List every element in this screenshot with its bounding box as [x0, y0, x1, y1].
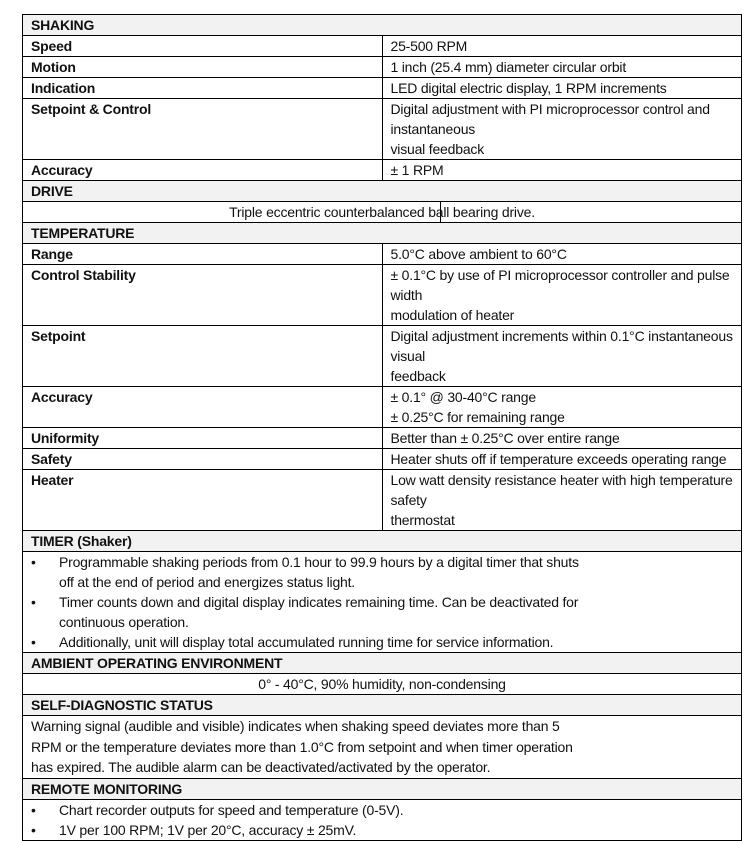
- text-line: visual feedback: [390, 141, 485, 157]
- text-line: off at the end of period and energizes s…: [59, 574, 355, 590]
- text-line: Heater shuts off if temperature exceeds …: [390, 451, 727, 467]
- spec-value: ± 1 RPM: [381, 159, 742, 181]
- table-row: Accuracy ± 0.1° @ 30-40°C range ± 0.25°C f…: [22, 386, 742, 428]
- spec-label: Range: [22, 243, 383, 265]
- text-line: thermostat: [390, 512, 455, 528]
- table-row: DRIVE: [22, 180, 742, 202]
- shaking-header: SHAKING: [22, 14, 742, 36]
- text-line: 1 inch (25.4 mm) diameter circular orbit: [390, 59, 627, 75]
- spec-value: LED digital electric display, 1 RPM incr…: [381, 77, 742, 99]
- table-row: Accuracy ± 1 RPM: [22, 159, 742, 181]
- table-row: TIMER (Shaker): [22, 530, 742, 552]
- spec-label: Heater: [22, 469, 383, 531]
- text-line: 25-500 RPM: [390, 38, 468, 54]
- text-line: 5.0°C above ambient to 60°C: [390, 246, 567, 262]
- table-row: Warning signal (audible and visible) ind…: [22, 715, 742, 779]
- text-line: has expired. The audible alarm can be de…: [31, 759, 491, 775]
- timer-header: TIMER (Shaker): [22, 530, 742, 552]
- table-row: Setpoint Digital adjustment increments wi…: [22, 325, 742, 387]
- spec-value: Heater shuts off if temperature exceeds …: [381, 448, 742, 470]
- table-row: Uniformity Better than ± 0.25°C over enti…: [22, 427, 742, 449]
- remote-header: REMOTE MONITORING: [22, 777, 742, 800]
- text-line: Warning signal (audible and visible) ind…: [31, 718, 560, 734]
- ambient-header: AMBIENT OPERATING ENVIRONMENT: [22, 652, 742, 674]
- text-line: Chart recorder outputs for speed and tem…: [59, 801, 404, 818]
- drive-description: Triple eccentric counterbalanced ball be…: [229, 204, 535, 220]
- spec-label: Control Stability: [22, 264, 383, 326]
- table-row: Heater Low watt density resistance heater…: [22, 469, 742, 531]
- text-line: 1V per 100 RPM; 1V per 20°C, accuracy ± …: [59, 821, 357, 838]
- text-line: Additionally, unit will display total ac…: [59, 634, 554, 650]
- table-row: Chart recorder outputs for speed and tem…: [22, 798, 742, 841]
- spec-value: Digital adjustment with PI microprocesso…: [381, 98, 742, 160]
- spec-label: Uniformity: [22, 427, 383, 449]
- spec-label: Accuracy: [22, 159, 383, 181]
- table-row: TEMPERATURE: [22, 222, 742, 244]
- temperature-header: TEMPERATURE: [22, 222, 742, 244]
- table-row: REMOTE MONITORING: [22, 777, 742, 800]
- text-line: Digital adjustment increments within 0.1…: [390, 328, 733, 364]
- spec-value: ± 0.1°C by use of PI microprocessor cont…: [381, 264, 742, 326]
- text-line: Digital adjustment with PI microprocesso…: [390, 101, 711, 137]
- table-row: Range 5.0°C above ambient to 60°C: [22, 243, 742, 265]
- table-row: SHAKING: [22, 14, 742, 36]
- diagnostic-text: Warning signal (audible and visible) ind…: [22, 715, 742, 779]
- table-row: Speed 25-500 RPM: [22, 35, 742, 57]
- spec-table: SHAKING Speed 25-500 RPM Motion 1 inch (25.4…: [22, 14, 742, 841]
- bullet-list-cell: Chart recorder outputs for speed and tem…: [22, 798, 742, 841]
- text-line: ± 0.1° @ 30-40°C range: [390, 389, 537, 405]
- spec-value: Better than ± 0.25°C over entire range: [381, 427, 742, 449]
- table-row: 0° - 40°C, 90% humidity, non-condensing: [22, 673, 742, 695]
- spec-value: Low watt density resistance heater with …: [381, 469, 742, 531]
- list-item: Timer counts down and digital display in…: [31, 592, 733, 632]
- text-line: ± 0.1°C by use of PI microprocessor cont…: [390, 267, 730, 303]
- table-row: Indication LED digital electric display, …: [22, 77, 742, 99]
- ambient-text: 0° - 40°C, 90% humidity, non-condensing: [22, 673, 742, 695]
- bullet-list: Programmable shaking periods from 0.1 ho…: [31, 552, 733, 652]
- spec-value: 25-500 RPM: [381, 35, 742, 57]
- table-row: Triple eccentric counterbalanced ball be…: [22, 201, 742, 223]
- spec-label: Indication: [22, 77, 383, 99]
- list-item: Additionally, unit will display total ac…: [31, 632, 733, 652]
- text-line: Low watt density resistance heater with …: [390, 472, 733, 508]
- table-row: AMBIENT OPERATING ENVIRONMENT: [22, 652, 742, 674]
- drive-header: DRIVE: [22, 180, 742, 202]
- text-line: feedback: [390, 368, 446, 384]
- spec-label: Setpoint: [22, 325, 383, 387]
- text-line: Timer counts down and digital display in…: [59, 594, 579, 610]
- spec-label: Speed: [22, 35, 383, 57]
- table-row: SELF-DIAGNOSTIC STATUS: [22, 694, 742, 716]
- list-item: Programmable shaking periods from 0.1 ho…: [31, 552, 733, 592]
- table-row: Safety Heater shuts off if temperature ex…: [22, 448, 742, 470]
- spec-value: Digital adjustment increments within 0.1…: [381, 325, 742, 387]
- drive-text: Triple eccentric counterbalanced ball be…: [22, 201, 742, 223]
- text-line: LED digital electric display, 1 RPM incr…: [390, 80, 667, 96]
- list-item: 1V per 100 RPM; 1V per 20°C, accuracy ± …: [31, 820, 733, 840]
- text-line: RPM or the temperature deviates more tha…: [31, 738, 573, 755]
- spec-label: Accuracy: [22, 386, 383, 428]
- table-row: Control Stability ± 0.1°C by use of PI mi…: [22, 264, 742, 326]
- bullet-list-cell: Programmable shaking periods from 0.1 ho…: [22, 551, 742, 653]
- text-line: ± 0.25°C for remaining range: [390, 409, 565, 425]
- spec-label: Motion: [22, 56, 383, 78]
- text-line: Programmable shaking periods from 0.1 ho…: [59, 554, 579, 570]
- cell-divider: [440, 202, 441, 222]
- spec-label: Safety: [22, 448, 383, 470]
- spec-value: 5.0°C above ambient to 60°C: [381, 243, 742, 265]
- table-row: Setpoint & Control Digital adjustment wit…: [22, 98, 742, 160]
- text-line: continuous operation.: [59, 614, 189, 630]
- text-line: Better than ± 0.25°C over entire range: [390, 430, 620, 446]
- bullet-list: Chart recorder outputs for speed and tem…: [31, 800, 733, 840]
- list-item: Chart recorder outputs for speed and tem…: [31, 800, 733, 820]
- diagnostic-header: SELF-DIAGNOSTIC STATUS: [22, 694, 742, 716]
- spec-value: ± 0.1° @ 30-40°C range ± 0.25°C for remai…: [381, 386, 742, 428]
- table-row: Programmable shaking periods from 0.1 ho…: [22, 551, 742, 653]
- spec-label: Setpoint & Control: [22, 98, 383, 160]
- text-line: modulation of heater: [390, 307, 515, 323]
- spec-value: 1 inch (25.4 mm) diameter circular orbit: [381, 56, 742, 78]
- text-line: ± 1 RPM: [390, 162, 444, 178]
- table-row: Motion 1 inch (25.4 mm) diameter circular…: [22, 56, 742, 78]
